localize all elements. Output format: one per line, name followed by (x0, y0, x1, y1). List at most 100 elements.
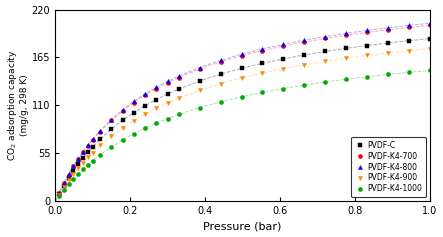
PVDF-K4-800 (76, 157, 81, 160)
PVDF-K4-700 (343, 34, 349, 37)
PVDF-C (120, 119, 125, 122)
PVDF-C (71, 169, 76, 172)
PVDF-K4-800 (97, 129, 103, 132)
PVDF-K4-700 (143, 94, 148, 97)
Y-axis label: CO$_2$ adsorption capacity
(mg/g, 298 K): CO$_2$ adsorption capacity (mg/g, 298 K) (6, 50, 29, 161)
PVDF-K4-1000 (385, 73, 391, 76)
PVDF-K4-1000 (66, 183, 71, 186)
X-axis label: Pressure (bar): Pressure (bar) (203, 221, 282, 232)
PVDF-K4-700 (281, 45, 286, 47)
Line: PVDF-K4-900: PVDF-K4-900 (57, 46, 432, 197)
PVDF-K4-900 (71, 173, 76, 176)
PVDF-C (76, 163, 81, 165)
PVDF-K4-700 (85, 144, 90, 147)
PVDF-K4-700 (176, 76, 182, 79)
PVDF-K4-900 (97, 144, 103, 147)
PVDF-C (197, 80, 202, 82)
PVDF-K4-800 (120, 108, 125, 111)
PVDF-C (406, 39, 412, 42)
PVDF-K4-900 (85, 156, 90, 159)
PVDF-K4-1000 (406, 71, 412, 74)
PVDF-K4-700 (56, 191, 62, 194)
PVDF-K4-900 (176, 97, 182, 100)
PVDF-K4-700 (165, 81, 170, 84)
PVDF-K4-1000 (365, 75, 370, 78)
PVDF-C (302, 54, 307, 56)
PVDF-K4-800 (109, 118, 114, 121)
PVDF-K4-1000 (165, 117, 170, 120)
PVDF-K4-900 (197, 89, 202, 92)
PVDF-K4-700 (61, 182, 66, 185)
PVDF-K4-800 (343, 32, 349, 35)
PVDF-K4-900 (120, 127, 125, 129)
PVDF-K4-1000 (97, 154, 103, 156)
PVDF-K4-900 (76, 167, 81, 169)
Legend: PVDF-C, PVDF-K4-700, PVDF-K4-800, PVDF-K4-900, PVDF-K4-1000: PVDF-C, PVDF-K4-700, PVDF-K4-800, PVDF-K… (351, 137, 426, 197)
Line: PVDF-K4-800: PVDF-K4-800 (57, 21, 432, 195)
PVDF-K4-800 (165, 80, 170, 83)
PVDF-K4-800 (365, 29, 370, 32)
PVDF-K4-900 (218, 82, 223, 85)
PVDF-K4-1000 (343, 78, 349, 81)
PVDF-K4-700 (131, 101, 136, 104)
Line: PVDF-C: PVDF-C (57, 36, 432, 196)
PVDF-C (365, 44, 370, 47)
PVDF-K4-700 (154, 87, 159, 90)
PVDF-C (427, 37, 432, 40)
PVDF-K4-1000 (80, 168, 85, 171)
PVDF-K4-1000 (143, 127, 148, 130)
PVDF-K4-900 (281, 67, 286, 70)
PVDF-K4-700 (365, 31, 370, 34)
PVDF-K4-800 (131, 100, 136, 103)
PVDF-K4-900 (165, 102, 170, 105)
PVDF-K4-1000 (131, 132, 136, 135)
PVDF-K4-900 (143, 113, 148, 115)
PVDF-K4-900 (239, 77, 244, 79)
PVDF-C (218, 73, 223, 76)
PVDF-C (109, 128, 114, 131)
PVDF-K4-900 (260, 72, 265, 74)
PVDF-C (260, 62, 265, 65)
PVDF-K4-1000 (56, 195, 62, 197)
PVDF-K4-1000 (76, 173, 81, 175)
PVDF-K4-1000 (197, 106, 202, 109)
PVDF-K4-700 (239, 55, 244, 57)
PVDF-K4-800 (80, 150, 85, 153)
PVDF-K4-900 (385, 51, 391, 54)
PVDF-K4-1000 (260, 91, 265, 94)
PVDF-K4-1000 (120, 139, 125, 141)
PVDF-K4-1000 (239, 95, 244, 98)
PVDF-K4-700 (120, 109, 125, 112)
PVDF-K4-1000 (90, 160, 95, 162)
PVDF-K4-800 (427, 22, 432, 25)
PVDF-C (80, 156, 85, 159)
PVDF-K4-900 (80, 161, 85, 164)
PVDF-K4-800 (197, 66, 202, 69)
PVDF-C (239, 67, 244, 70)
PVDF-K4-900 (154, 107, 159, 110)
PVDF-K4-700 (76, 158, 81, 160)
PVDF-C (176, 88, 182, 91)
PVDF-K4-700 (90, 138, 95, 141)
PVDF-C (90, 146, 95, 148)
PVDF-C (56, 192, 62, 195)
PVDF-K4-1000 (176, 113, 182, 116)
PVDF-K4-900 (56, 193, 62, 196)
PVDF-C (343, 47, 349, 50)
PVDF-K4-1000 (71, 178, 76, 180)
PVDF-K4-900 (90, 151, 95, 154)
PVDF-K4-800 (218, 59, 223, 62)
PVDF-K4-700 (197, 68, 202, 70)
PVDF-K4-700 (218, 60, 223, 63)
PVDF-K4-800 (323, 35, 328, 38)
PVDF-K4-700 (80, 151, 85, 154)
PVDF-C (66, 176, 71, 179)
PVDF-K4-700 (260, 49, 265, 52)
PVDF-K4-700 (97, 130, 103, 133)
PVDF-K4-700 (302, 41, 307, 43)
PVDF-K4-800 (56, 191, 62, 194)
PVDF-K4-900 (406, 49, 412, 52)
PVDF-K4-800 (71, 165, 76, 168)
PVDF-K4-1000 (302, 84, 307, 87)
PVDF-K4-1000 (323, 81, 328, 83)
